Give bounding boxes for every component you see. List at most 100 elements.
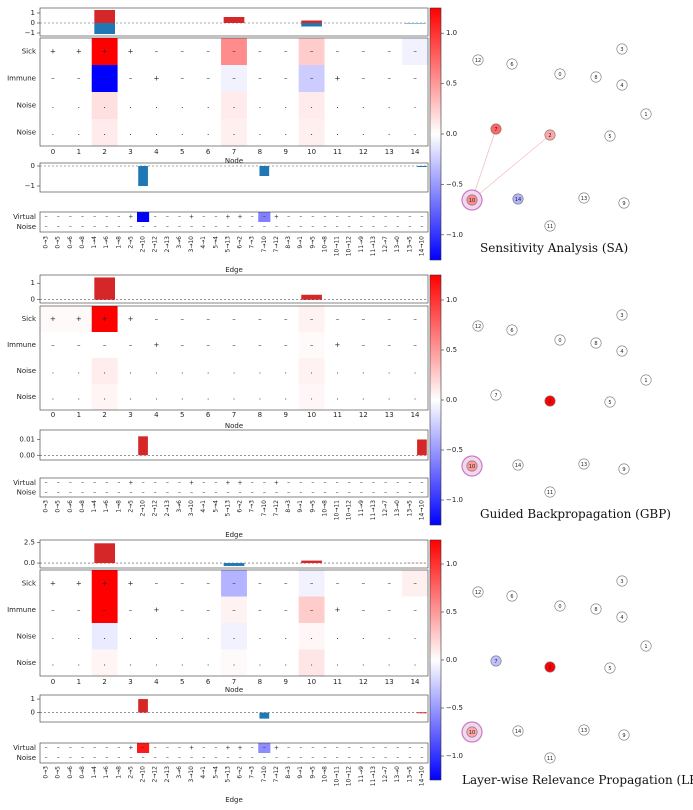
graph-node-label-11: 11 [547,224,553,230]
heat-sign: . [233,101,236,110]
heat-sign: . [336,101,339,110]
edge-tick-label: 2→5 [127,766,134,779]
heat-sign: . [78,658,81,667]
edge-tick-label: 0→3 [43,236,50,249]
node-bar-ytick-label: 2.5 [24,538,35,546]
graph-node-label-5: 5 [608,134,611,140]
heat-sign: – [284,315,288,323]
heat-sign: + [102,48,108,56]
node-tick-label: 9 [283,411,287,419]
edge-heat-sign: – [275,755,278,762]
heat-sign: – [413,606,417,614]
edge-tick-label: 11→9 [358,236,365,253]
edge-heat-sign: – [311,489,314,496]
heat-sign: + [153,606,159,614]
heat-sign: . [207,658,210,667]
edge-heat-frame [40,478,428,497]
node-bar-pos-2 [94,543,115,563]
graph-node-label-10: 10 [469,730,475,736]
edge-tick-label: 13→5 [406,500,413,517]
edge-heat-sign: – [251,489,254,496]
edge-tick-label: 2→13 [164,766,171,783]
heat-sign: . [181,658,184,667]
edge-heat-sign: – [117,224,120,231]
heat-sign: . [336,658,339,667]
edge-heat-sign: – [251,479,254,486]
edge-tick-label: 2→13 [164,500,171,517]
edge-tick-label: 1→8 [115,500,122,513]
heat-sign: – [284,579,288,587]
heat-sign: – [387,606,391,614]
node-tick-label: 9 [283,678,287,686]
node-tick-label: 1 [77,411,81,419]
heat-row-label: Noise [17,659,36,667]
heat-sign: . [310,101,313,110]
edge-heat-sign: – [69,479,72,486]
heat-sign: + [76,48,82,56]
node-bar-ytick-label: 1 [31,279,35,287]
edge-heat-sign: – [178,745,181,752]
edge-heat-sign: – [93,489,96,496]
heat-sign: – [336,579,340,587]
edge-heat-sign: – [45,745,48,752]
heat-sign: . [129,632,132,641]
edge-tick-label: 2→12 [152,236,159,253]
heat-sign: + [128,579,134,587]
heat-sign: . [362,101,365,110]
edge-tick-label: 14→10 [418,236,425,256]
graph-node-label-2: 2 [548,399,551,405]
heat-sign: . [129,658,132,667]
node-tick-label: 10 [307,411,316,419]
graph-node-label-7: 7 [494,127,497,133]
edge-heat-sign: – [142,214,145,221]
edge-tick-label: 3→6 [176,236,183,249]
heat-row-label: Sick [22,579,37,587]
edge-heat-sign: + [189,479,194,486]
edge-heat-sign: – [408,745,411,752]
edge-heat-sign: – [117,755,120,762]
edge-bar-frame [40,695,428,722]
edge-tick-label: 2→13 [164,236,171,253]
heat-sign: . [336,393,339,402]
heat-sign: – [206,315,210,323]
heat-sign: – [51,606,55,614]
edge-heat-sign: – [372,745,375,752]
edge-tick-label: 5→4 [212,236,219,249]
node-tick-label: 7 [232,148,236,156]
edge-tick-label: 0→5 [55,766,62,779]
node-tick-label: 2 [102,678,106,686]
heat-sign: – [310,75,314,83]
heat-sign: . [259,393,262,402]
heat-sign: – [362,606,366,614]
heat-sign: . [233,367,236,376]
node-tick-label: 3 [128,411,132,419]
heat-sign: . [388,632,391,641]
heat-sign: – [310,606,314,614]
edge-tick-label: 10→12 [346,500,353,520]
edge-heat-sign: – [214,224,217,231]
edge-heat-sign: – [360,745,363,752]
heat-sign: – [310,579,314,587]
edge-bar-31 [417,712,427,713]
edge-heat-sign: – [154,224,157,231]
edge-heat-sign: – [372,224,375,231]
heat-sign: + [335,606,341,614]
edge-heat-sign: – [408,214,411,221]
heat-sign: – [336,48,340,56]
edge-row-label: Noise [17,223,36,231]
node-tick-label: 4 [154,148,159,156]
heat-sign: – [206,341,210,349]
heat-sign: . [181,101,184,110]
node-tick-label: 2 [102,148,106,156]
colorbar-0 [430,8,441,260]
edge-heat-sign: – [214,479,217,486]
edge-tick-label: 3→6 [176,766,183,779]
edge-heat-sign: – [360,224,363,231]
edge-tick-label: 7→3 [249,766,256,779]
node-tick-label: 6 [206,411,211,419]
edge-heat-sign: – [311,224,314,231]
heat-sign: . [129,128,132,137]
edge-heat-sign: – [396,755,399,762]
edge-heat-sign: + [238,214,243,221]
edge-heat-sign: – [360,489,363,496]
